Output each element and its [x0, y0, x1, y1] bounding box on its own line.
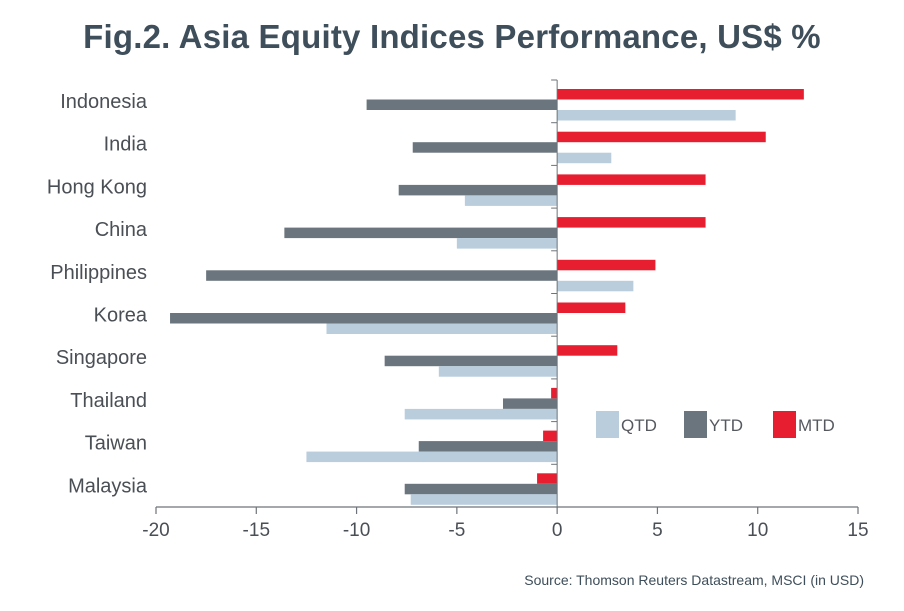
category-label: Philippines	[50, 262, 147, 284]
ytd-bar-korea	[170, 313, 558, 324]
category-label: Singapore	[56, 347, 147, 369]
ytd-bar-china	[284, 227, 558, 239]
mtd-bar-indonesia	[557, 89, 804, 100]
legend-label-mtd: MTD	[798, 416, 835, 435]
qtd-bar-china	[456, 238, 558, 249]
ytd-bar-india	[412, 142, 558, 153]
legend-label-ytd: YTD	[709, 416, 743, 435]
qtd-bar-philippines	[557, 280, 634, 292]
mtd-bar-india	[557, 131, 766, 143]
qtd-bar-india	[557, 152, 612, 164]
legend: QTD YTD MTD	[596, 411, 835, 438]
x-tick-label: 10	[747, 520, 768, 541]
legend-swatch-ytd	[684, 411, 707, 438]
x-tick-label: -20	[142, 520, 169, 541]
mtd-bar-china	[557, 217, 706, 228]
ytd-bar-thailand	[502, 398, 558, 409]
mtd-bar-malaysia	[537, 473, 558, 484]
qtd-bar-korea	[326, 323, 558, 334]
axes-layer: -20 -15 -10 -5 0 5 10 15	[142, 79, 869, 541]
x-tick-label: -15	[243, 520, 270, 541]
category-label: India	[104, 134, 148, 156]
bars-layer	[170, 89, 804, 505]
chart-title: Fig.2. Asia Equity Indices Performance, …	[83, 18, 821, 55]
ytd-bar-philippines	[206, 270, 558, 281]
qtd-bar-indonesia	[557, 110, 736, 121]
qtd-bar-singapore	[438, 366, 558, 377]
category-label: Taiwan	[85, 433, 147, 455]
ytd-bar-indonesia	[366, 99, 558, 110]
ytd-bar-taiwan	[418, 441, 558, 452]
mtd-bar-taiwan	[543, 430, 558, 442]
legend-swatch-qtd	[596, 411, 619, 438]
mtd-bar-hong-kong	[557, 174, 706, 185]
category-labels: Indonesia India Hong Kong China Philippines K…	[47, 91, 148, 497]
mtd-bar-philippines	[557, 259, 656, 271]
legend-label-qtd: QTD	[621, 416, 657, 435]
mtd-bar-korea	[557, 302, 626, 313]
qtd-bar-malaysia	[410, 494, 558, 505]
category-label: Malaysia	[68, 475, 148, 497]
x-tick-label: 0	[552, 520, 563, 541]
ytd-bar-hong-kong	[398, 184, 558, 196]
category-label: Hong Kong	[47, 176, 147, 198]
qtd-bar-hong-kong	[464, 195, 558, 206]
x-tick-label: -10	[343, 520, 370, 541]
x-tick-label: 15	[847, 520, 868, 541]
category-label: Indonesia	[60, 91, 148, 113]
legend-swatch-mtd	[773, 411, 796, 438]
x-tick-label: -5	[448, 520, 465, 541]
category-label: Korea	[94, 305, 148, 327]
source-note: Source: Thomson Reuters Datastream, MSCI…	[524, 572, 864, 588]
mtd-bar-thailand	[551, 387, 558, 399]
category-label: Thailand	[70, 390, 147, 412]
ytd-bar-malaysia	[404, 483, 558, 495]
qtd-bar-thailand	[404, 408, 558, 420]
category-label: China	[95, 219, 148, 241]
mtd-bar-singapore	[557, 345, 618, 356]
x-tick-label: 5	[652, 520, 663, 541]
qtd-bar-taiwan	[306, 451, 558, 463]
ytd-bar-singapore	[384, 355, 558, 367]
